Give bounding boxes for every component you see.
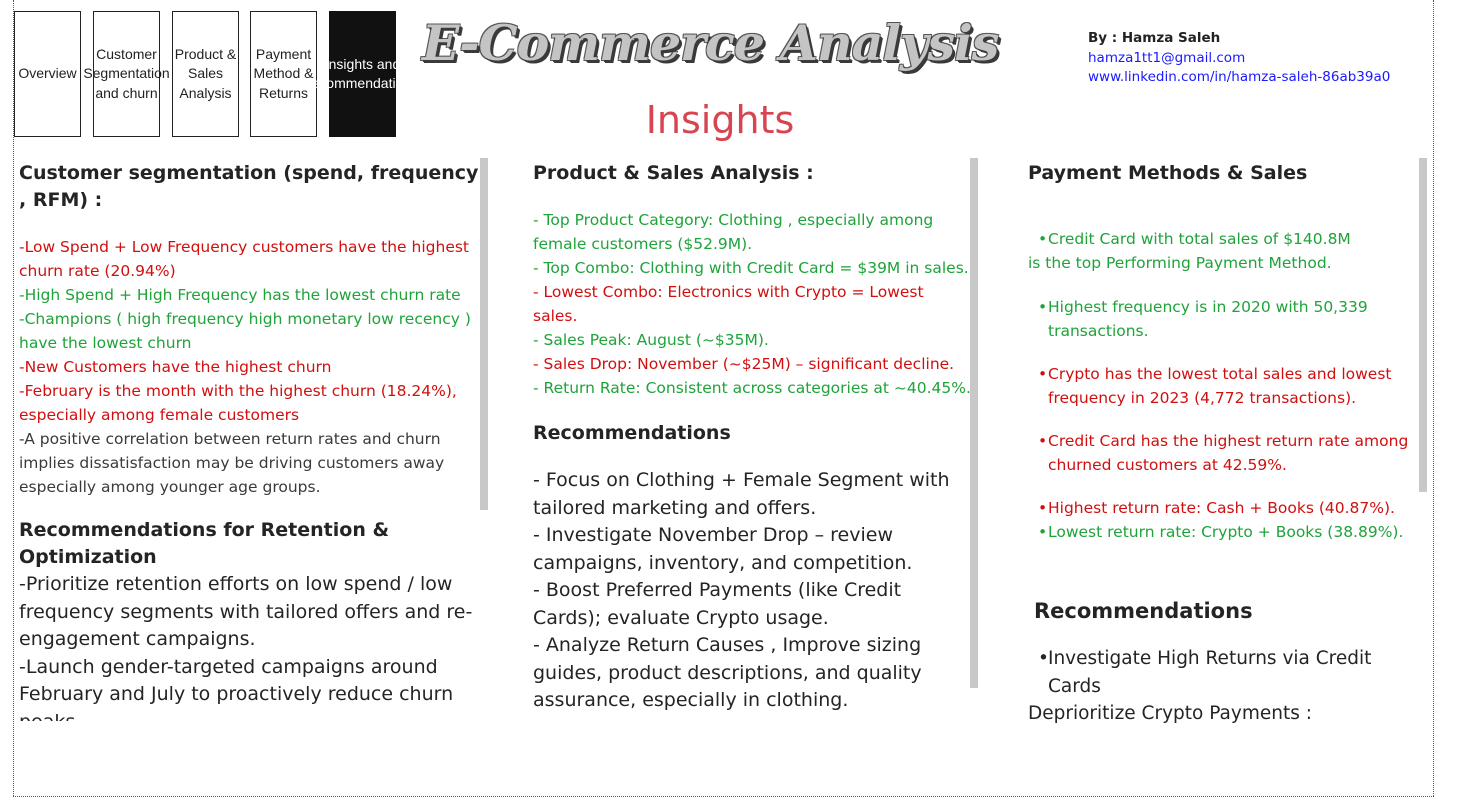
canvas-border [13, 0, 14, 796]
section-heading: Recommendations [1034, 599, 1253, 623]
insight-line: Credit Card with total sales of $140.8M [1028, 227, 1420, 251]
insight-item: - Return Rate: Consistent across categor… [533, 379, 971, 397]
author-linkedin-link[interactable]: www.linkedin.com/in/hamza-saleh-86ab39a0 [1088, 69, 1391, 85]
insight-item: Credit Card has the highest return rate … [1028, 429, 1420, 477]
nav-button-label: Payment Method & Returns [253, 45, 314, 101]
insight-list: -Low Spend + Low Frequency customers hav… [19, 235, 483, 499]
nav-button-insights[interactable]: Insights and recommendations [307, 11, 418, 137]
nav-button-label: Product & Sales Analysis [174, 45, 237, 101]
recommendation-list: - Focus on Clothing + Female Segment wit… [533, 467, 971, 715]
author-name: By : Hamza Saleh [1088, 30, 1221, 46]
recommendation-list: -Prioritize retention efforts on low spe… [19, 571, 483, 721]
nav-button-product-sales[interactable]: Product & Sales Analysis [172, 11, 239, 137]
author-info: By : Hamza Saleh hamza1tt1@gmail.com www… [1088, 29, 1390, 88]
insight-item: - Sales Peak: August (~$35M). [533, 331, 769, 349]
canvas-border [1433, 0, 1434, 796]
insight-list: - Top Product Category: Clothing , espec… [533, 208, 971, 400]
insight-item: Crypto has the lowest total sales and lo… [1028, 362, 1420, 410]
insight-item: -February is the month with the highest … [19, 382, 457, 424]
insight-item: - Sales Drop: November (~$25M) – signifi… [533, 355, 955, 373]
insight-item: - Lowest Combo: Electronics with Crypto … [533, 283, 924, 325]
recommendation-item: - Focus on Clothing + Female Segment wit… [533, 469, 950, 519]
nav-button-overview[interactable]: Overview [14, 11, 81, 137]
insight-item: Lowest return rate: Crypto + Books (38.8… [1028, 520, 1420, 544]
author-email-link[interactable]: hamza1tt1@gmail.com [1088, 49, 1246, 66]
recommendation-item: - Boost Preferred Payments (like Credit … [533, 579, 902, 629]
insight-item: Credit Card with total sales of $140.8M … [1028, 227, 1420, 275]
customer-segmentation-panel: Customer segmentation (spend, frequency … [19, 158, 483, 721]
insight-item: -New Customers have the highest churn [19, 358, 332, 376]
nav-button-label: Overview [18, 65, 77, 82]
insight-line: is the top Performing Payment Method. [1028, 254, 1332, 272]
section-heading: Customer segmentation (spend, frequency … [19, 162, 479, 211]
nav-button-label: Insights and recommendations [306, 55, 419, 92]
section-heading: Product & Sales Analysis : [533, 162, 814, 184]
page-subtitle: Insights [645, 98, 795, 142]
nav-button-label: Customer Segmentation and churn [83, 45, 170, 101]
insight-item: -A positive correlation between return r… [19, 430, 445, 496]
nav-button-customer-segmentation[interactable]: Customer Segmentation and churn [83, 11, 170, 137]
scrollbar[interactable] [1419, 158, 1427, 492]
payment-methods-panel: Payment Methods & Sales Credit Card with… [1028, 158, 1420, 731]
insight-item: Highest return rate: Cash + Books (40.87… [1028, 496, 1420, 520]
insight-item: -Champions ( high frequency high monetar… [19, 310, 471, 352]
product-sales-panel: Product & Sales Analysis : - Top Product… [533, 158, 971, 721]
canvas-border [13, 796, 1434, 797]
recommendation-item: -Launch gender-targeted campaigns around… [19, 655, 454, 722]
insight-item: Highest frequency is in 2020 with 50,339… [1028, 295, 1420, 343]
recommendation-item: Investigate High Returns via Credit Card… [1028, 645, 1420, 700]
section-heading: Recommendations for Retention & Optimiza… [19, 519, 390, 568]
nav-button-payment-returns[interactable]: Payment Method & Returns [250, 11, 317, 137]
insight-item: - Top Combo: Clothing with Credit Card =… [533, 259, 969, 277]
recommendation-item: - Investigate November Drop – review cam… [533, 524, 913, 574]
recommendation-item: - Analyze Return Causes , Improve sizing… [533, 634, 922, 711]
recommendation-item: Deprioritize Crypto Payments : [1028, 703, 1312, 724]
scrollbar[interactable] [970, 158, 978, 688]
section-heading: Payment Methods & Sales [1028, 162, 1308, 184]
insight-item: -High Spend + High Frequency has the low… [19, 286, 461, 304]
insight-item: - Top Product Category: Clothing , espec… [533, 211, 934, 253]
insight-item: -Low Spend + Low Frequency customers hav… [19, 238, 470, 280]
page-title: E-Commerce Analysis [422, 14, 999, 72]
section-heading: Recommendations [533, 422, 731, 444]
scrollbar[interactable] [480, 158, 488, 510]
recommendation-item: -Prioritize retention efforts on low spe… [19, 573, 473, 650]
